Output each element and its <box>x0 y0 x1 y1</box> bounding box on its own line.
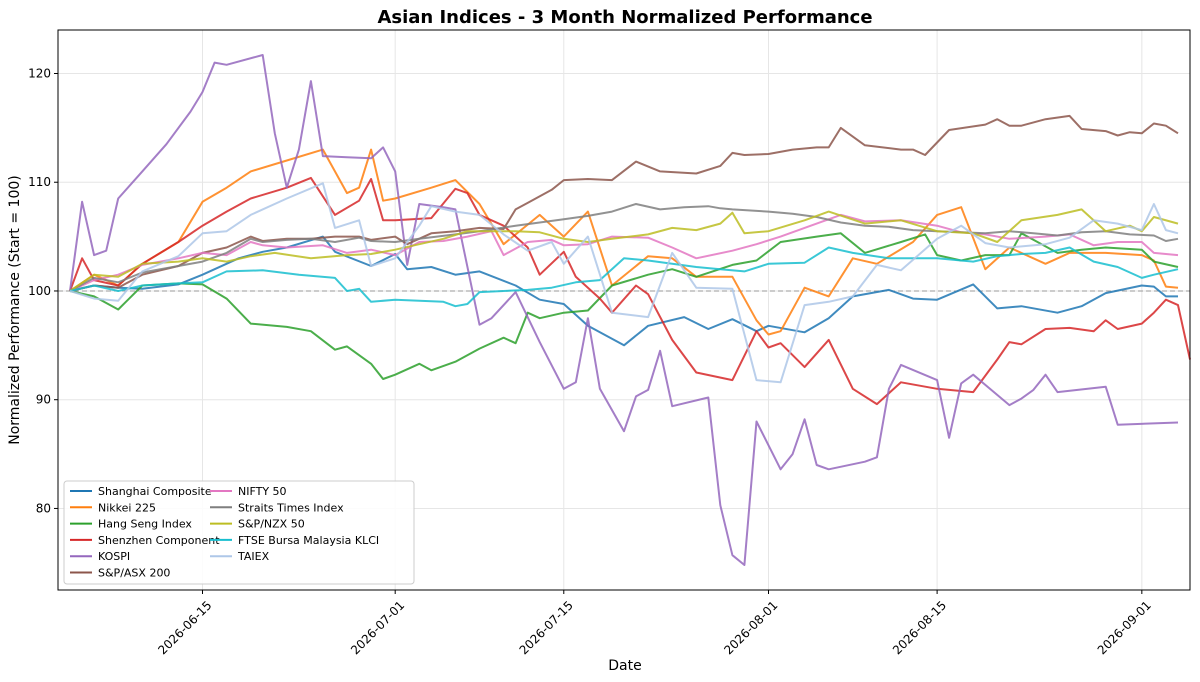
legend-label: S&P/ASX 200 <box>98 567 170 580</box>
legend: Shanghai Composite Nikkei 225 Hang Seng In… <box>63 480 415 585</box>
y-tick-label: 80 <box>36 501 51 515</box>
legend-label: NIFTY 50 <box>238 485 287 498</box>
series-line-7 <box>69 203 1179 292</box>
series-line-2 <box>69 232 1179 380</box>
legend-label: KOSPI <box>98 550 130 563</box>
legend-label: Hang Seng Index <box>98 518 192 531</box>
x-axis-title: Date <box>608 658 641 674</box>
legend-label: Shenzhen Component <box>98 534 220 547</box>
y-axis: 80 90 100 110 120 <box>28 66 58 515</box>
series-line-0 <box>69 235 1178 347</box>
series-line-8 <box>69 208 1179 292</box>
legend-label: S&P/NZX 50 <box>238 518 305 531</box>
legend-label: TAIEX <box>237 550 270 563</box>
y-tick-label: 120 <box>28 66 51 80</box>
y-tick-label: 100 <box>28 284 51 298</box>
legend-label: Nikkei 225 <box>98 501 156 514</box>
chart-title: Asian Indices - 3 Month Normalized Perfo… <box>377 7 872 28</box>
series-line-4 <box>69 54 1179 566</box>
legend-label: Shanghai Composite <box>98 485 212 498</box>
legend-box <box>63 480 415 585</box>
y-axis-title: Normalized Performance (Start = 100) <box>7 175 23 445</box>
series-line-1 <box>69 148 1179 336</box>
legend-label: Straits Times Index <box>238 501 344 514</box>
series-line-10 <box>69 182 1179 384</box>
legend-label: FTSE Bursa Malaysia KLCI <box>238 534 379 547</box>
plot-frame <box>57 29 1191 591</box>
series-lines <box>69 54 1191 566</box>
y-tick-label: 90 <box>36 393 51 407</box>
series-line-9 <box>69 246 1179 308</box>
y-tick-label: 110 <box>28 175 51 189</box>
